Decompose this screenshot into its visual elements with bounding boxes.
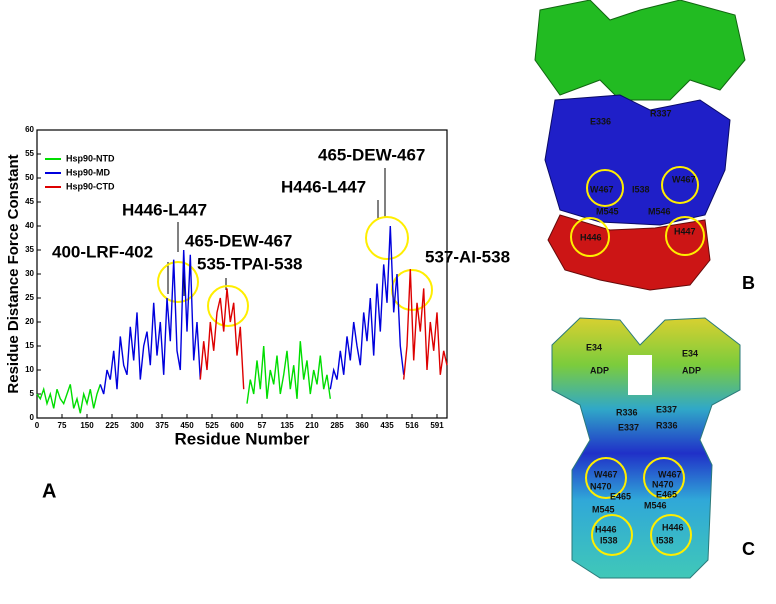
y-tick-label: 30 (25, 269, 34, 278)
cleft (628, 355, 652, 395)
y-tick-label: 10 (25, 365, 34, 374)
circle (661, 166, 699, 204)
annotation: 535-TPAI-538 (197, 254, 303, 273)
circle (157, 261, 199, 303)
series-line (199, 269, 448, 390)
panel-label: C (742, 539, 755, 559)
x-tick-label: 57 (258, 421, 267, 430)
residue-label: E337 (618, 422, 639, 432)
residue-label: E336 (590, 116, 611, 126)
residue-label: E34 (682, 348, 698, 358)
circle (591, 514, 633, 556)
residue-label: N470 (590, 481, 612, 491)
residue-label: E465 (656, 489, 677, 499)
residue-label: R336 (616, 407, 638, 417)
y-tick-label: 20 (25, 317, 34, 326)
series-line (99, 225, 405, 395)
x-tick-label: 75 (58, 421, 67, 430)
x-tick-label: 285 (330, 421, 344, 430)
residue-label: H446 (580, 232, 602, 242)
annotation: 537-AI-538 (425, 247, 510, 266)
circle (585, 457, 627, 499)
circle (570, 217, 610, 257)
residue-label: H447 (674, 226, 696, 236)
x-tick-label: 525 (205, 421, 219, 430)
residue-label: R336 (656, 420, 678, 430)
y-tick-label: 40 (25, 221, 34, 230)
residue-label: M545 (596, 206, 619, 216)
x-tick-label: 435 (380, 421, 394, 430)
ntd-ribbon (534, 0, 746, 101)
circle (650, 514, 692, 556)
residue-label: H446 (595, 524, 617, 534)
y-tick-label: 25 (25, 293, 34, 302)
residue-label: I538 (632, 184, 650, 194)
x-tick-label: 135 (280, 421, 294, 430)
circle (665, 216, 705, 256)
series-line (36, 341, 331, 414)
y-tick-label: 50 (25, 173, 34, 182)
annotation: H446-L447 (122, 200, 207, 219)
residue-label: W467 (672, 174, 696, 184)
residue-label: ADP (682, 365, 701, 375)
x-axis-label: Residue Number (174, 429, 309, 448)
y-tick-label: 0 (30, 413, 35, 422)
circle (643, 457, 685, 499)
circle (586, 169, 624, 207)
x-tick-label: 150 (80, 421, 94, 430)
residue-label: E465 (610, 491, 631, 501)
panel-label: B (742, 273, 755, 293)
y-tick-label: 5 (30, 389, 35, 398)
residue-label: I538 (656, 535, 674, 545)
y-tick-label: 45 (25, 197, 34, 206)
residue-label: N470 (652, 479, 674, 489)
annotation: 400-LRF-402 (52, 242, 153, 261)
residue-label: H446 (662, 522, 684, 532)
residue-label: M546 (648, 206, 671, 216)
surface (551, 317, 741, 579)
x-tick-label: 591 (430, 421, 444, 430)
panel-c-surface: E34 E34 ADP ADP R336 E337 E337 R336 W467… (551, 317, 741, 579)
y-tick-label: 15 (25, 341, 34, 350)
annotation: 465-DEW-467 (318, 145, 425, 164)
y-axis-label: Residue Distance Force Constant (5, 154, 22, 393)
circle (365, 216, 409, 260)
residue-label: M545 (592, 504, 615, 514)
annotation: H446-L447 (281, 177, 366, 196)
panel-label: A (42, 480, 56, 502)
residue-label: E337 (656, 404, 677, 414)
x-tick-label: 375 (155, 421, 169, 430)
x-tick-label: 300 (130, 421, 144, 430)
y-tick-label: 60 (25, 125, 34, 134)
legend-label: Hsp90-NTD (66, 153, 115, 163)
residue-label: E34 (586, 342, 602, 352)
y-tick-label: 55 (25, 149, 34, 158)
circle (207, 285, 249, 327)
x-tick-label: 450 (180, 421, 194, 430)
residue-label: W467 (658, 469, 682, 479)
x-tick-label: 516 (405, 421, 419, 430)
residue-label: W467 (594, 469, 618, 479)
legend-label: Hsp90-MD (66, 167, 111, 177)
residue-label: R337 (650, 108, 672, 118)
x-tick-label: 225 (105, 421, 119, 430)
y-tick-label: 35 (25, 245, 34, 254)
ctd-ribbon (547, 214, 711, 291)
residue-label: ADP (590, 365, 609, 375)
residue-label: W467 (590, 184, 614, 194)
md-ribbon (544, 94, 731, 226)
x-tick-label: 600 (230, 421, 244, 430)
legend-label: Hsp90-CTD (66, 181, 115, 191)
annotation: 465-DEW-467 (185, 231, 292, 250)
x-tick-label: 360 (355, 421, 369, 430)
x-tick-label: 210 (305, 421, 319, 430)
residue-label: M546 (644, 500, 667, 510)
panel-b-structure: E336 R337 W467 W467 M545 M546 I538 H446 … (534, 0, 746, 291)
x-tick-label: 0 (35, 421, 40, 430)
residue-label: I538 (600, 535, 618, 545)
